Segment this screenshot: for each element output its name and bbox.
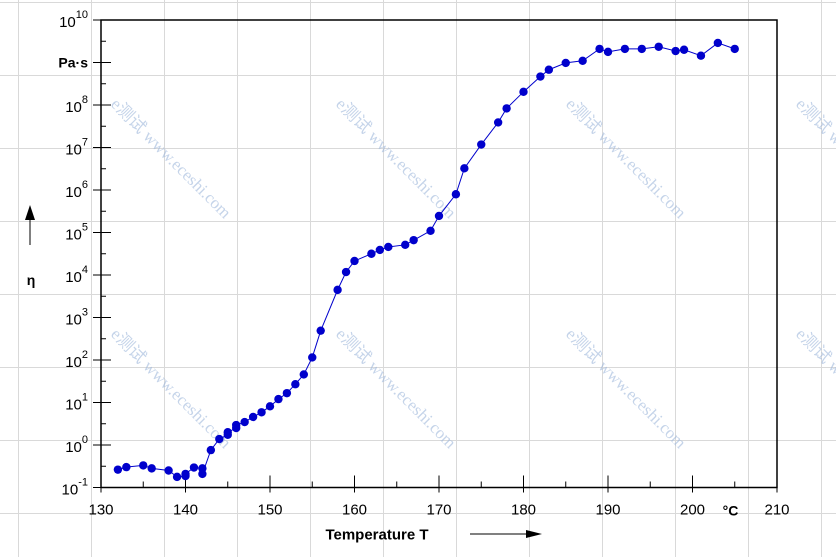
data-point (164, 466, 173, 475)
y-tick-label: 107 (65, 137, 88, 159)
data-point (350, 256, 359, 266)
watermark: e测试 www.eceshi.com (562, 324, 690, 452)
data-point (299, 370, 308, 379)
x-tick-label: 140 (173, 502, 198, 519)
data-point (265, 402, 275, 411)
y-tick-label: 1010 (59, 9, 88, 31)
x-tick-label: 190 (595, 502, 620, 519)
data-point (426, 226, 435, 235)
x-tick-label: 210 (764, 502, 789, 519)
watermark: e测试 www.eceshi.com (107, 324, 235, 452)
x-axis-label: Temperature T (325, 527, 428, 544)
data-point (493, 118, 503, 127)
data-point (595, 44, 604, 54)
data-point (434, 211, 444, 221)
data-point (341, 267, 351, 277)
watermark: e测试 www.eceshi.com (332, 94, 460, 222)
data-point (291, 380, 300, 389)
data-point (730, 44, 739, 54)
data-point (620, 44, 630, 54)
data-point (696, 51, 706, 60)
data-point (384, 242, 393, 252)
x-tick-label: 180 (511, 502, 536, 519)
y-tick-label: 10-1 (62, 477, 88, 499)
data-point (451, 190, 461, 199)
data-point (578, 56, 587, 65)
x-tick-label: 170 (426, 502, 451, 519)
y-axis-label: η (27, 272, 36, 288)
data-point (316, 326, 325, 335)
watermark: e测试 www.eceshi.com (562, 94, 690, 222)
x-unit-label: °C (723, 503, 739, 519)
data-point (671, 46, 680, 56)
x-tick-label: 200 (680, 502, 705, 519)
data-point (536, 72, 545, 81)
data-point (274, 394, 283, 404)
data-point (248, 412, 258, 422)
data-point (654, 42, 663, 51)
data-point (679, 45, 689, 54)
data-point (477, 140, 486, 149)
watermark: e测试 www.eceshi.com (332, 324, 460, 452)
data-point (401, 240, 410, 250)
data-point (232, 420, 241, 430)
data-point (460, 164, 469, 173)
y-tick-label: 102 (65, 349, 88, 371)
data-point (282, 388, 292, 398)
x-tick-label: 130 (88, 502, 113, 519)
data-point (333, 285, 342, 295)
data-point (181, 469, 190, 479)
x-tick-label: 160 (342, 502, 367, 519)
data-point (603, 47, 613, 57)
data-point (375, 245, 385, 255)
data-point (113, 465, 123, 474)
watermark: e测试 www.eceshi.com (107, 94, 235, 222)
data-point (172, 472, 182, 482)
data-point (223, 428, 232, 437)
data-point (544, 65, 554, 74)
y-tick-label: 101 (65, 392, 88, 414)
y-tick-label: 108 (65, 94, 88, 116)
data-point (147, 464, 156, 473)
data-point (198, 469, 207, 479)
data-point (561, 58, 570, 68)
y-arrow-head (25, 205, 35, 220)
data-point (367, 249, 376, 258)
y-tick-label: 100 (65, 434, 88, 456)
data-point (240, 417, 249, 427)
watermark: e测试 www.eceshi.com (792, 324, 836, 452)
data-point (215, 434, 224, 444)
data-point (308, 353, 317, 362)
y-unit-label: Pa·s (58, 55, 88, 71)
data-point (519, 87, 528, 97)
x-arrow-head (526, 530, 542, 538)
y-tick-label: 103 (65, 307, 88, 329)
y-tick-label: 106 (65, 179, 88, 201)
y-tick-label: 105 (65, 222, 88, 244)
data-point (502, 104, 511, 113)
data-point (122, 462, 131, 472)
watermark: e测试 www.eceshi.com (792, 94, 836, 222)
data-point (189, 463, 199, 472)
x-tick-label: 150 (257, 502, 282, 519)
data-point (713, 38, 723, 48)
data-point (206, 445, 216, 455)
data-point (409, 235, 418, 245)
data-point (139, 461, 148, 470)
data-point (257, 408, 266, 417)
y-tick-label: 104 (65, 264, 88, 286)
data-point (637, 44, 646, 54)
